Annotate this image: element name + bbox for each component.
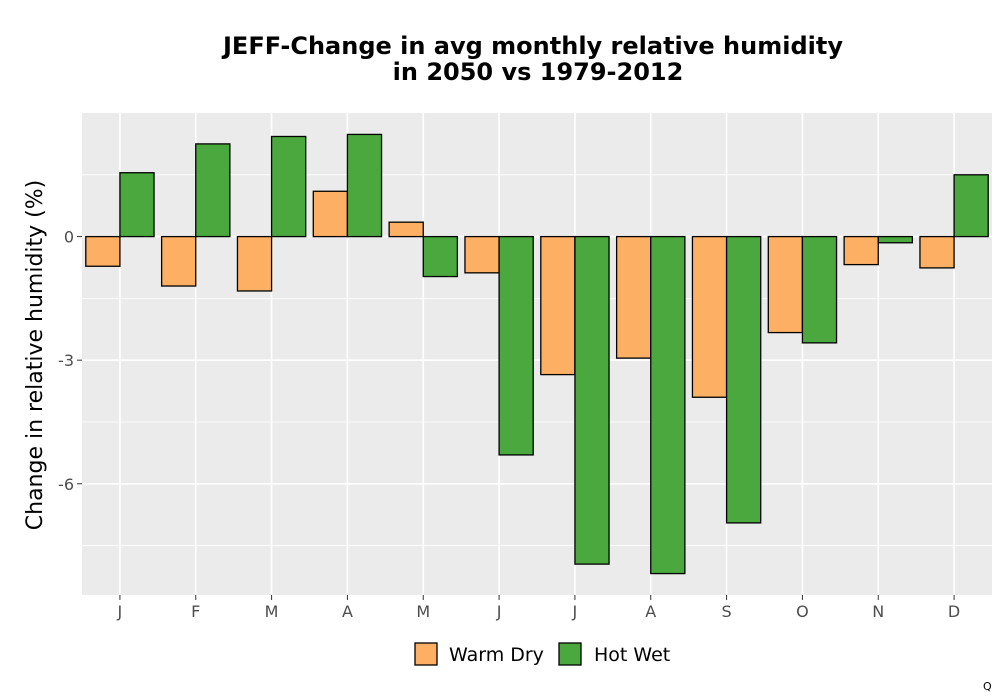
bar-warm-dry-9 xyxy=(767,235,804,334)
bar-hot-wet-2 xyxy=(270,135,307,238)
bar-hot-wet-7 xyxy=(650,235,686,575)
bar-hot-wet-11 xyxy=(953,174,989,238)
x-tick-label: O xyxy=(796,602,809,621)
bar-hot-wet-0 xyxy=(119,172,155,238)
bar-hot-wet-1 xyxy=(195,143,231,238)
y-tick-label: 0 xyxy=(64,228,74,247)
bar-warm-dry-8 xyxy=(691,235,728,398)
legend-key-warm-dry xyxy=(414,642,438,666)
bar-warm-dry-2 xyxy=(236,235,273,292)
bar-warm-dry-3 xyxy=(312,190,349,238)
bar-warm-dry-4 xyxy=(388,221,424,238)
chart-title-line-2: in 2050 vs 1979-2012 xyxy=(393,58,684,86)
bar-hot-wet-5 xyxy=(498,235,534,456)
y-tick-label: -6 xyxy=(58,475,74,494)
x-tick-label: D xyxy=(948,602,960,621)
bar-hot-wet-10 xyxy=(877,235,914,244)
bar-warm-dry-11 xyxy=(919,235,955,269)
x-tick-label: J xyxy=(572,602,578,621)
corner-mark: Q xyxy=(983,680,992,693)
x-tick-label: N xyxy=(872,602,884,621)
x-tick-label: J xyxy=(496,602,502,621)
bars xyxy=(85,133,989,575)
x-tick-label: A xyxy=(342,602,353,621)
bar-warm-dry-1 xyxy=(160,235,197,287)
bar-warm-dry-0 xyxy=(85,235,121,267)
y-axis-ticks: 0 -3 -6 xyxy=(58,228,82,494)
y-axis-label: Change in relative humidity (%) xyxy=(23,180,48,530)
bar-warm-dry-10 xyxy=(843,235,879,266)
chart-title-line-1: JEFF-Change in avg monthly relative humi… xyxy=(221,32,843,60)
bar-hot-wet-4 xyxy=(422,235,459,278)
bar-hot-wet-8 xyxy=(725,235,762,524)
x-tick-label: M xyxy=(416,602,430,621)
bar-warm-dry-6 xyxy=(540,235,576,376)
bar-hot-wet-3 xyxy=(346,133,383,238)
x-tick-label: F xyxy=(191,602,200,621)
x-tick-label: A xyxy=(645,602,656,621)
plot-panel xyxy=(82,113,992,595)
bar-warm-dry-7 xyxy=(615,235,652,359)
x-tick-label: S xyxy=(722,602,732,621)
legend-label-hot-wet: Hot Wet xyxy=(594,644,670,666)
legend-label-warm-dry: Warm Dry xyxy=(449,644,544,666)
legend: Warm Dry Hot Wet xyxy=(414,642,670,666)
x-tick-label: J xyxy=(117,602,123,621)
bar-warm-dry-5 xyxy=(464,235,500,274)
bar-hot-wet-9 xyxy=(801,235,838,344)
legend-key-hot-wet xyxy=(558,642,582,666)
y-tick-label: -3 xyxy=(58,351,74,370)
x-tick-label: M xyxy=(265,602,279,621)
bar-hot-wet-6 xyxy=(574,235,610,565)
